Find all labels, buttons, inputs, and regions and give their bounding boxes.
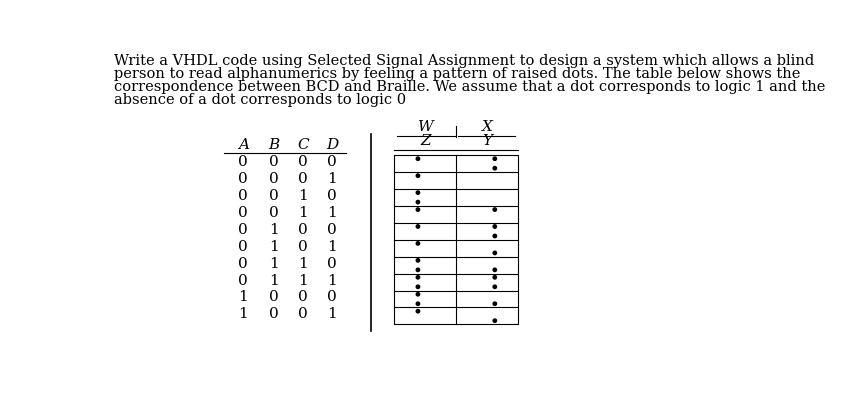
Text: 1: 1 [327,206,338,220]
Circle shape [493,157,497,160]
Text: 0: 0 [327,290,338,305]
Text: 1: 1 [327,308,338,321]
Text: 0: 0 [269,189,279,203]
Text: X: X [482,120,492,134]
Circle shape [416,174,419,177]
Text: 0: 0 [238,256,248,271]
Circle shape [416,302,419,305]
Text: C: C [297,138,309,152]
Text: 1: 1 [298,256,307,271]
Circle shape [416,310,419,313]
Text: 1: 1 [269,274,279,287]
Text: 0: 0 [327,155,338,169]
Text: 1: 1 [327,240,338,253]
Circle shape [493,225,497,228]
Text: A: A [238,138,249,152]
Text: 0: 0 [298,290,307,305]
Text: Z: Z [420,134,430,148]
Circle shape [416,200,419,204]
Text: 0: 0 [298,222,307,237]
Text: 0: 0 [327,189,338,203]
Text: 1: 1 [269,222,279,237]
Text: 1: 1 [327,274,338,287]
Circle shape [493,319,497,322]
Text: 0: 0 [238,222,248,237]
Bar [394,155,518,324]
Text: 1: 1 [298,189,307,203]
Circle shape [416,191,419,194]
Text: 0: 0 [238,172,248,186]
Text: 0: 0 [298,155,307,169]
Circle shape [416,268,419,272]
Circle shape [416,157,419,160]
Circle shape [416,242,419,245]
Text: absence of a dot corresponds to logic 0: absence of a dot corresponds to logic 0 [114,93,406,107]
Circle shape [416,292,419,296]
Circle shape [493,166,497,170]
Text: 0: 0 [298,240,307,253]
Circle shape [493,285,497,289]
Text: 0: 0 [238,206,248,220]
Text: 1: 1 [327,172,338,186]
Text: 0: 0 [327,222,338,237]
Circle shape [416,276,419,279]
Circle shape [416,225,419,228]
Text: 1: 1 [269,240,279,253]
Text: Write a VHDL code using Selected Signal Assignment to design a system which allo: Write a VHDL code using Selected Signal … [114,54,814,68]
Text: 0: 0 [238,155,248,169]
Text: B: B [269,138,280,152]
Text: 1: 1 [298,206,307,220]
Circle shape [493,302,497,305]
Text: 0: 0 [327,256,338,271]
Text: 0: 0 [269,155,279,169]
Text: 1: 1 [298,274,307,287]
Circle shape [416,285,419,289]
Circle shape [416,259,419,262]
Circle shape [493,268,497,272]
Circle shape [493,208,497,211]
Text: 0: 0 [269,308,279,321]
Text: 1: 1 [238,308,248,321]
Text: 0: 0 [238,274,248,287]
Text: 0: 0 [238,189,248,203]
Circle shape [493,234,497,238]
Circle shape [493,251,497,255]
Text: 0: 0 [269,290,279,305]
Text: 1: 1 [238,290,248,305]
Text: 0: 0 [269,172,279,186]
Text: correspondence between BCD and Braille. We assume that a dot corresponds to logi: correspondence between BCD and Braille. … [114,80,825,94]
Text: 0: 0 [298,308,307,321]
Text: 1: 1 [269,256,279,271]
Text: W: W [418,120,433,134]
Circle shape [416,208,419,211]
Text: Y: Y [482,134,492,148]
Circle shape [493,276,497,279]
Text: D: D [326,138,338,152]
Text: 0: 0 [269,206,279,220]
Text: 0: 0 [298,172,307,186]
Text: person to read alphanumerics by feeling a pattern of raised dots. The table belo: person to read alphanumerics by feeling … [114,67,800,81]
Text: 0: 0 [238,240,248,253]
